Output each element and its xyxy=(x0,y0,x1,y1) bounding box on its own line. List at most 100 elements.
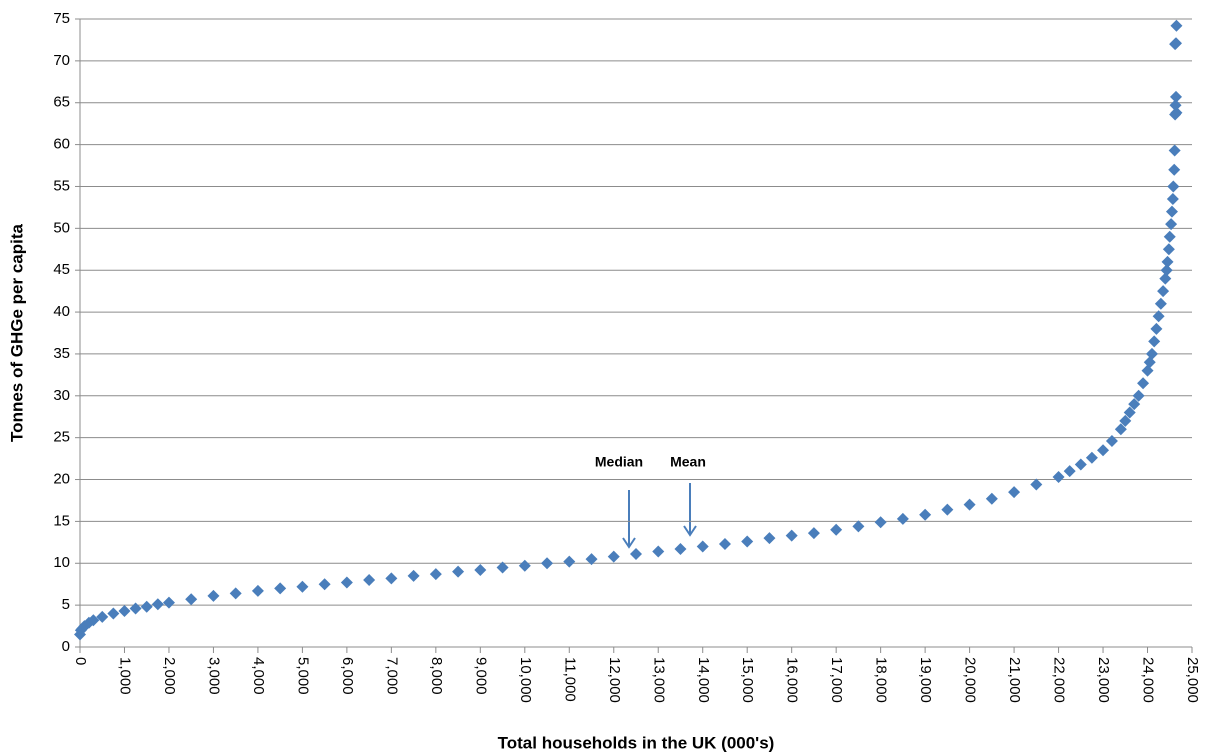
point xyxy=(1168,144,1181,157)
point xyxy=(363,574,376,587)
y-tick-label: 75 xyxy=(53,10,70,27)
point xyxy=(1008,486,1021,499)
x-tick-label: 4,000 xyxy=(250,657,267,695)
x-tick-label: 2,000 xyxy=(161,657,178,695)
point xyxy=(474,563,487,576)
point xyxy=(896,512,909,525)
point xyxy=(452,565,465,578)
x-tick-label: 13,000 xyxy=(650,657,667,703)
x-tick-label: 24,000 xyxy=(1140,657,1157,703)
point xyxy=(852,520,865,533)
point xyxy=(1170,106,1183,119)
point xyxy=(696,540,709,553)
point xyxy=(1141,364,1154,377)
point xyxy=(96,610,109,623)
point xyxy=(385,572,398,585)
x-tick-label: 25,000 xyxy=(1184,657,1201,703)
annotation: Median xyxy=(595,454,643,470)
y-tick-label: 60 xyxy=(53,136,70,153)
point xyxy=(718,538,731,551)
y-tick-label: 70 xyxy=(53,52,70,69)
y-tick-label: 20 xyxy=(53,471,70,488)
point xyxy=(1165,218,1178,231)
point xyxy=(318,578,331,591)
point xyxy=(674,543,687,556)
point xyxy=(1169,90,1182,103)
point xyxy=(162,596,175,609)
point xyxy=(1128,398,1141,411)
point xyxy=(941,503,954,516)
point xyxy=(1154,297,1167,310)
y-tick-label: 40 xyxy=(53,303,70,320)
point xyxy=(274,582,287,595)
point xyxy=(496,561,509,574)
y-tick-label: 35 xyxy=(53,345,70,362)
point xyxy=(1105,435,1118,448)
x-tick-label: 5,000 xyxy=(294,657,311,695)
x-tick-label: 9,000 xyxy=(472,657,489,695)
point xyxy=(251,584,264,597)
point xyxy=(1167,180,1180,193)
y-tick-label: 25 xyxy=(53,429,70,446)
x-tick-label: 11,000 xyxy=(561,657,578,702)
point xyxy=(830,523,843,536)
point xyxy=(541,557,554,570)
point xyxy=(185,593,198,606)
point xyxy=(1114,423,1127,436)
y-tick-label: 30 xyxy=(53,387,70,404)
x-tick-label: 1,000 xyxy=(117,657,134,695)
y-tick-label: 55 xyxy=(53,177,70,194)
point xyxy=(1168,163,1181,176)
point xyxy=(407,569,420,582)
point xyxy=(1169,99,1182,112)
point xyxy=(1063,465,1076,478)
y-tick-label: 5 xyxy=(62,596,70,613)
point xyxy=(1163,230,1176,243)
point xyxy=(985,492,998,505)
point xyxy=(741,535,754,548)
point xyxy=(1119,414,1132,427)
point xyxy=(87,614,100,627)
point xyxy=(1137,377,1150,390)
point xyxy=(1169,37,1182,50)
y-tick-label: 0 xyxy=(62,638,70,655)
point xyxy=(785,529,798,542)
annotation-arrows xyxy=(622,483,697,549)
point xyxy=(1160,264,1173,277)
point xyxy=(1143,356,1156,369)
x-tick-label: 19,000 xyxy=(917,657,934,703)
x-tick-label: 0 xyxy=(72,657,89,665)
point xyxy=(563,555,576,568)
point xyxy=(151,598,164,611)
point xyxy=(229,587,242,600)
annotation: Mean xyxy=(670,454,706,470)
x-tick-label: 18,000 xyxy=(873,657,890,703)
y-axis-title: Tonnes of GHGe per capita xyxy=(7,224,26,442)
x-tick-label: 7,000 xyxy=(383,657,400,695)
y-tick-label: 50 xyxy=(53,219,70,236)
x-tick-label: 16,000 xyxy=(784,657,801,703)
y-tick-label: 45 xyxy=(53,261,70,278)
x-tick-label: 22,000 xyxy=(1051,657,1068,703)
point xyxy=(207,589,220,602)
point xyxy=(807,527,820,540)
point xyxy=(1145,347,1158,360)
point xyxy=(652,545,665,558)
point xyxy=(140,600,153,613)
point xyxy=(1132,389,1145,402)
point xyxy=(1165,205,1178,218)
x-tick-label: 10,000 xyxy=(517,657,534,703)
x-tick-label: 15,000 xyxy=(739,657,756,703)
point xyxy=(1085,451,1098,464)
point xyxy=(963,498,976,511)
x-axis-title: Total households in the UK (000's) xyxy=(498,733,775,752)
x-tick-label: 12,000 xyxy=(606,657,623,703)
x-tick-label: 8,000 xyxy=(428,657,445,695)
point xyxy=(1162,243,1175,256)
point xyxy=(118,604,131,617)
point xyxy=(1159,272,1172,285)
point xyxy=(1148,335,1161,348)
point xyxy=(1161,255,1174,268)
point xyxy=(129,602,142,615)
